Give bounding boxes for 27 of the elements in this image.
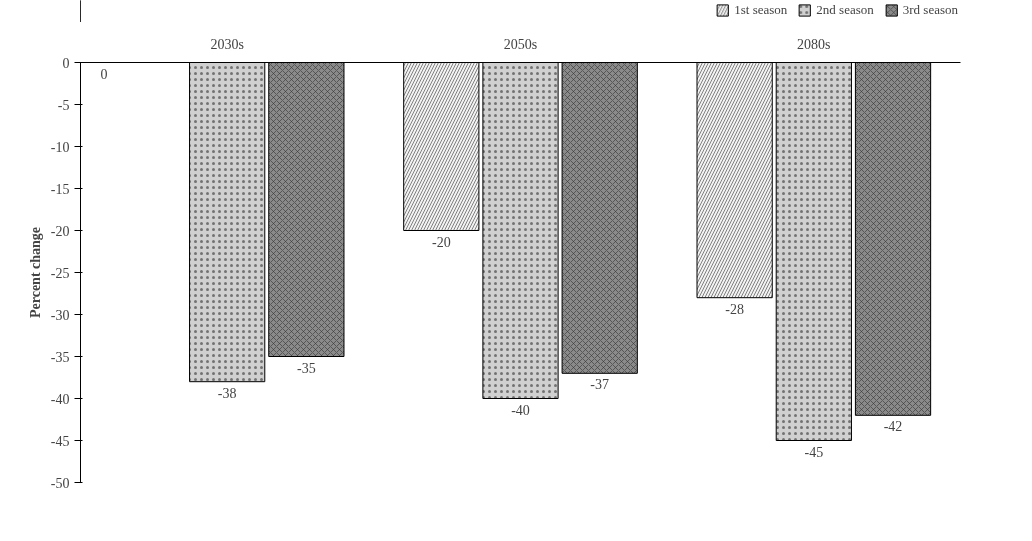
y-tick-label: -35	[50, 349, 70, 365]
data-label: 0	[100, 66, 108, 82]
x-tick-label: 2050s	[503, 36, 538, 52]
data-label: -42	[883, 419, 903, 435]
y-tick-label: -45	[50, 433, 70, 449]
data-label: -45	[804, 444, 824, 460]
y-tick-label: -30	[50, 307, 70, 323]
data-label: -37	[590, 377, 610, 393]
y-tick-label: -40	[50, 391, 70, 407]
y-tick-label: 0	[62, 55, 70, 71]
x-tick-label: 2030s	[210, 36, 244, 52]
y-tick-label: -20	[50, 223, 70, 239]
legend-label: 1st season	[734, 2, 788, 18]
legend-label: 3rd season	[902, 2, 958, 18]
y-tick-label: -50	[50, 475, 70, 491]
data-label: -38	[217, 385, 237, 401]
data-label: -20	[431, 234, 451, 250]
y-tick-label: -15	[50, 181, 70, 197]
data-label: -40	[511, 402, 530, 418]
x-tick-label: 2080s	[797, 36, 831, 52]
y-tick-label: -10	[50, 139, 70, 155]
data-label: -28	[725, 301, 744, 317]
data-label: -35	[297, 360, 316, 376]
y-tick-label: -5	[57, 97, 70, 113]
y-tick-label: -25	[50, 265, 70, 281]
y-axis-title: Percent change	[27, 226, 43, 319]
legend-label: 2nd season	[816, 2, 874, 18]
